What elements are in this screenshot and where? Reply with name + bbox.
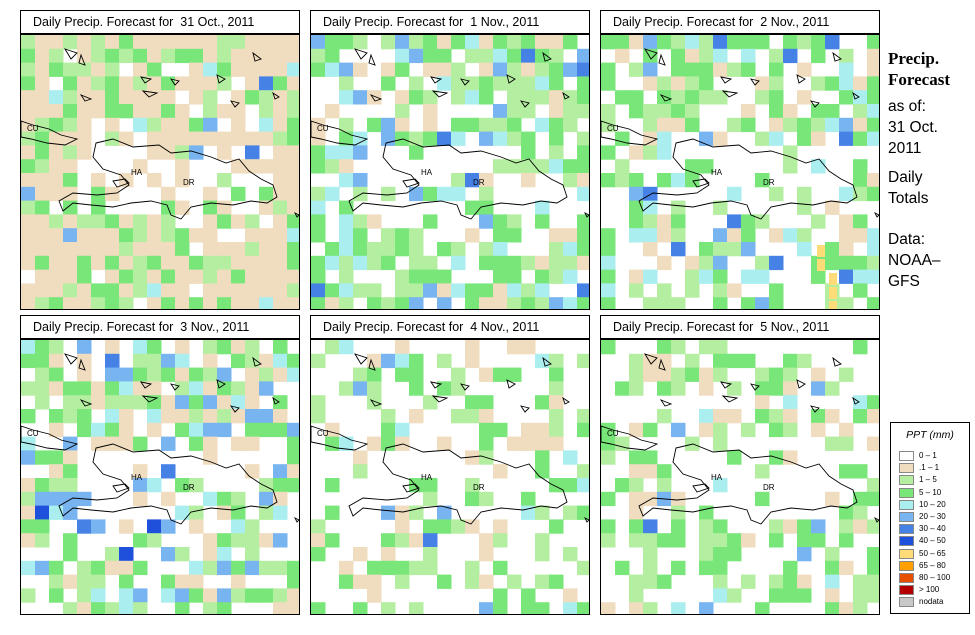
precip-grid: CU HA DR xyxy=(21,35,299,309)
label-cuba: CU xyxy=(607,124,619,133)
precip-legend: PPT (mm) 0 – 1 .1 – 1 1 – 5 5 – 10 10 – 20 20… xyxy=(890,422,970,614)
precip-map: CU HA DR xyxy=(310,34,590,310)
legend-swatch xyxy=(899,560,914,571)
legend-swatch xyxy=(899,499,914,510)
forecast-panel-nov3: Daily Precip. Forecast for 3 Nov., 2011 … xyxy=(20,315,300,615)
legend-swatch xyxy=(899,475,914,486)
panel-title: Daily Precip. Forecast for 2 Nov., 2011 xyxy=(600,10,880,34)
panel-title: Daily Precip. Forecast for 3 Nov., 2011 xyxy=(20,315,300,339)
data-line: NOAA– xyxy=(888,252,941,269)
legend-title: PPT (mm) xyxy=(906,429,954,441)
legend-label: 50 – 65 xyxy=(919,548,946,558)
sidebar-title: Precip. Forecast xyxy=(888,48,950,90)
legend-label: nodata xyxy=(919,597,944,607)
data-line: GFS xyxy=(888,273,920,290)
title-line: Precip. xyxy=(888,49,940,68)
label-cuba: CU xyxy=(27,124,39,133)
label-cuba: CU xyxy=(607,429,619,438)
legend-swatch xyxy=(899,451,914,461)
legend-swatch xyxy=(899,597,914,608)
precip-map: CU HA DR xyxy=(600,339,880,615)
label-haiti: HA xyxy=(421,168,433,177)
label-dominican-republic: DR xyxy=(183,483,195,492)
legend-swatch xyxy=(899,524,914,535)
label-haiti: HA xyxy=(421,473,433,482)
legend-swatch xyxy=(899,536,914,547)
label-dominican-republic: DR xyxy=(763,483,775,492)
legend-label: 65 – 80 xyxy=(919,560,946,570)
label-cuba: CU xyxy=(27,429,39,438)
panel-title: Daily Precip. Forecast for 31 Oct., 2011 xyxy=(20,10,300,34)
precip-grid: CU HA DR xyxy=(601,35,879,309)
legend-swatch xyxy=(899,463,914,474)
forecast-panel-nov5: Daily Precip. Forecast for 5 Nov., 2011 … xyxy=(600,315,880,615)
label-cuba: CU xyxy=(317,124,329,133)
precip-map: CU HA DR xyxy=(310,339,590,615)
asof-year: 2011 xyxy=(888,140,922,157)
forecast-panel-oct31: Daily Precip. Forecast for 31 Oct., 2011… xyxy=(20,10,300,310)
totals-line: Daily xyxy=(888,169,923,186)
legend-swatch xyxy=(899,512,914,522)
legend-label: 5 – 10 xyxy=(919,487,942,497)
forecast-panel-nov2: Daily Precip. Forecast for 2 Nov., 2011 … xyxy=(600,10,880,310)
precip-map: CU HA DR xyxy=(20,339,300,615)
legend-label: 10 – 20 xyxy=(919,499,946,509)
data-line: Data: xyxy=(888,231,926,248)
legend-swatch xyxy=(899,585,914,596)
precip-grid: CU HA DR xyxy=(311,35,589,309)
precip-grid: CU HA DR xyxy=(311,340,589,614)
precip-map: CU HA DR xyxy=(600,34,880,310)
label-haiti: HA xyxy=(131,168,143,177)
label-dominican-republic: DR xyxy=(183,178,195,187)
precip-map: CU HA DR xyxy=(20,34,300,310)
legend-label: .1 – 1 xyxy=(919,463,940,473)
data-source-block: Data: NOAA– GFS xyxy=(888,229,941,292)
legend-swatch xyxy=(899,487,914,498)
legend-label: 30 – 40 xyxy=(919,524,946,534)
totals-block: Daily Totals xyxy=(888,167,929,209)
label-dominican-republic: DR xyxy=(473,178,485,187)
legend-swatch xyxy=(899,548,914,559)
forecast-panel-nov1: Daily Precip. Forecast for 1 Nov., 2011 … xyxy=(310,10,590,310)
title-line: Forecast xyxy=(888,70,950,89)
panel-title: Daily Precip. Forecast for 4 Nov., 2011 xyxy=(310,315,590,339)
legend-label: 0 – 1 xyxy=(919,451,937,460)
label-haiti: HA xyxy=(711,473,723,482)
label-haiti: HA xyxy=(131,473,143,482)
panel-title: Daily Precip. Forecast for 1 Nov., 2011 xyxy=(310,10,590,34)
forecast-panel-nov4: Daily Precip. Forecast for 4 Nov., 2011 … xyxy=(310,315,590,615)
precip-grid: CU HA DR xyxy=(601,340,879,614)
legend-label: 80 – 100 xyxy=(919,573,951,582)
totals-line: Totals xyxy=(888,190,929,207)
label-dominican-republic: DR xyxy=(473,483,485,492)
precip-grid: CU HA DR xyxy=(21,340,299,614)
legend-label: 1 – 5 xyxy=(919,475,937,485)
legend-label: 20 – 30 xyxy=(919,512,946,521)
asof-date: 31 Oct. xyxy=(888,119,938,136)
legend-label: 40 – 50 xyxy=(919,536,946,546)
label-haiti: HA xyxy=(711,168,723,177)
label-dominican-republic: DR xyxy=(763,178,775,187)
legend-swatch xyxy=(899,573,914,583)
legend-label: > 100 xyxy=(919,585,940,595)
asof-block: as of: 31 Oct. 2011 xyxy=(888,96,938,159)
panel-title: Daily Precip. Forecast for 5 Nov., 2011 xyxy=(600,315,880,339)
asof-label: as of: xyxy=(888,98,926,115)
label-cuba: CU xyxy=(317,429,329,438)
